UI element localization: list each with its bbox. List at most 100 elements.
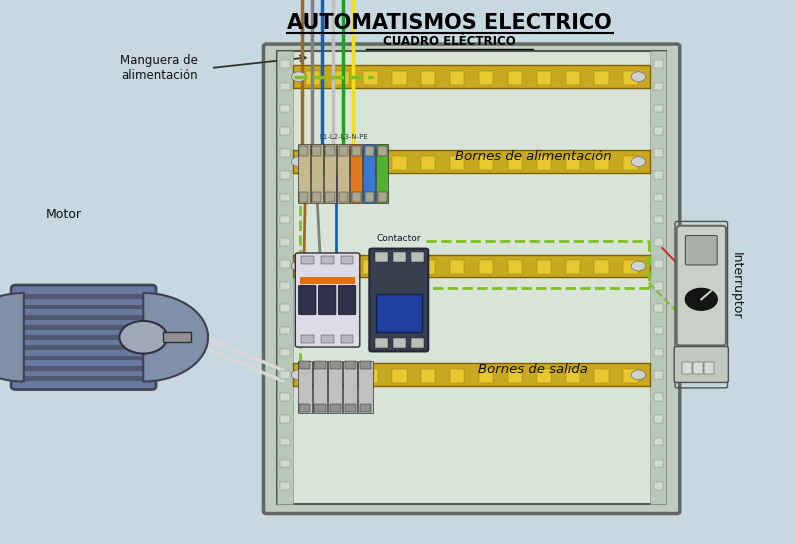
Bar bbox=[479, 71, 494, 85]
Bar bbox=[377, 144, 388, 203]
Bar bbox=[280, 149, 290, 157]
Bar bbox=[450, 260, 464, 274]
Bar bbox=[450, 369, 464, 383]
Bar bbox=[280, 127, 290, 134]
Bar bbox=[306, 369, 320, 383]
Bar bbox=[392, 156, 407, 170]
Bar bbox=[334, 260, 349, 274]
Bar bbox=[595, 71, 609, 85]
Bar bbox=[16, 325, 151, 330]
Bar bbox=[654, 482, 663, 490]
Bar bbox=[345, 361, 356, 369]
Bar bbox=[654, 83, 663, 90]
Bar bbox=[337, 144, 349, 203]
Bar bbox=[280, 482, 290, 490]
Bar bbox=[365, 146, 374, 156]
Text: Bornes de alimentación: Bornes de alimentación bbox=[455, 150, 611, 163]
Bar bbox=[479, 156, 494, 170]
Bar bbox=[280, 171, 290, 179]
Bar bbox=[378, 192, 387, 202]
FancyBboxPatch shape bbox=[338, 285, 356, 315]
Bar bbox=[299, 192, 308, 202]
Bar bbox=[280, 194, 290, 201]
Bar bbox=[277, 51, 666, 504]
Bar bbox=[306, 260, 320, 274]
Bar bbox=[16, 366, 151, 370]
Bar bbox=[299, 361, 310, 369]
Bar bbox=[450, 71, 464, 85]
Bar bbox=[300, 277, 355, 283]
Bar bbox=[375, 252, 388, 262]
Bar bbox=[565, 71, 579, 85]
Bar bbox=[682, 362, 692, 374]
Bar bbox=[280, 349, 290, 356]
Bar bbox=[654, 105, 663, 113]
Bar bbox=[280, 416, 290, 423]
Bar bbox=[280, 393, 290, 401]
Bar bbox=[392, 71, 407, 85]
Bar bbox=[310, 144, 323, 203]
Bar bbox=[280, 305, 290, 312]
Bar bbox=[654, 60, 663, 68]
Bar bbox=[508, 260, 522, 274]
Bar bbox=[393, 252, 406, 262]
Bar bbox=[280, 216, 290, 224]
Bar bbox=[450, 156, 464, 170]
Bar bbox=[364, 71, 378, 85]
Bar bbox=[364, 369, 378, 383]
Bar bbox=[16, 335, 151, 340]
Circle shape bbox=[119, 321, 167, 354]
Bar bbox=[537, 156, 551, 170]
Bar bbox=[280, 371, 290, 379]
Bar bbox=[341, 335, 353, 343]
Bar bbox=[375, 338, 388, 348]
Bar bbox=[479, 260, 494, 274]
Bar bbox=[328, 361, 342, 413]
Bar bbox=[338, 192, 348, 202]
Bar bbox=[280, 326, 290, 334]
Bar bbox=[352, 146, 361, 156]
Bar bbox=[508, 71, 522, 85]
Bar bbox=[378, 146, 387, 156]
Bar bbox=[421, 260, 435, 274]
Circle shape bbox=[631, 370, 646, 380]
Text: Bornes de salida: Bornes de salida bbox=[478, 363, 588, 376]
Bar bbox=[392, 369, 407, 383]
Bar bbox=[345, 404, 356, 412]
Bar bbox=[623, 369, 638, 383]
Bar bbox=[330, 361, 341, 369]
Bar bbox=[16, 356, 151, 360]
Wedge shape bbox=[143, 293, 208, 381]
Bar bbox=[650, 51, 666, 504]
Bar bbox=[364, 156, 378, 170]
Bar bbox=[312, 192, 322, 202]
Bar bbox=[421, 71, 435, 85]
Bar bbox=[277, 51, 293, 504]
Bar bbox=[654, 194, 663, 201]
Bar bbox=[299, 404, 310, 412]
Bar bbox=[360, 404, 371, 412]
FancyBboxPatch shape bbox=[298, 285, 316, 315]
Bar bbox=[565, 156, 579, 170]
Bar bbox=[326, 192, 334, 202]
Bar bbox=[280, 460, 290, 467]
Bar bbox=[623, 71, 638, 85]
Text: Interruptor: Interruptor bbox=[730, 252, 743, 319]
Bar bbox=[280, 260, 290, 268]
Bar bbox=[16, 305, 151, 310]
Bar bbox=[654, 460, 663, 467]
Bar bbox=[364, 260, 378, 274]
Bar bbox=[301, 335, 314, 343]
Text: Motor: Motor bbox=[45, 208, 82, 221]
Bar bbox=[293, 255, 650, 277]
Bar bbox=[293, 65, 650, 88]
Bar bbox=[358, 361, 373, 413]
Bar bbox=[654, 326, 663, 334]
Bar bbox=[693, 362, 703, 374]
Bar bbox=[654, 416, 663, 423]
Text: Manguera de
alimentación: Manguera de alimentación bbox=[120, 54, 198, 82]
Bar bbox=[330, 404, 341, 412]
Bar bbox=[411, 338, 424, 348]
Bar bbox=[360, 361, 371, 369]
Bar bbox=[654, 260, 663, 268]
